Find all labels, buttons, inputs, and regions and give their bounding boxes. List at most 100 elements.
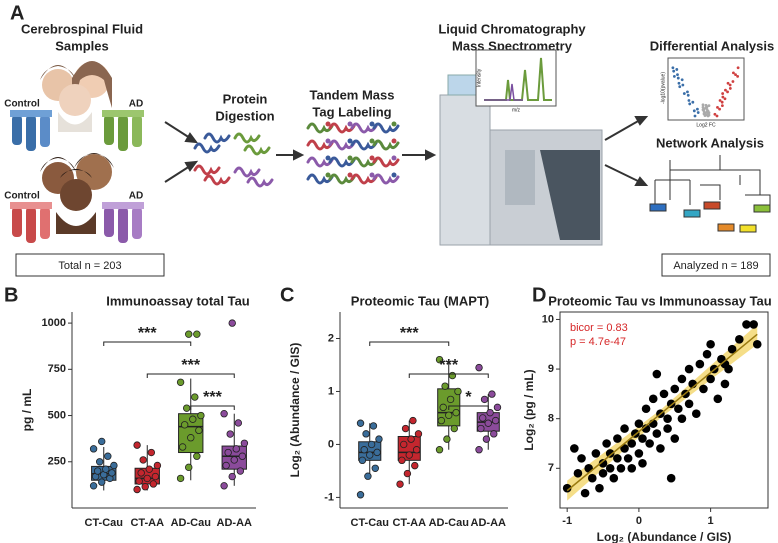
data-point	[450, 424, 458, 433]
squiggle	[306, 122, 334, 134]
volcano-dot	[688, 102, 692, 106]
data-point	[648, 394, 658, 404]
count-box	[15, 253, 165, 277]
data-point	[735, 334, 744, 344]
volcano-dot	[715, 114, 719, 118]
squiggle	[372, 156, 400, 168]
chart-title: Immunoassay total Tau	[106, 293, 250, 308]
data-point	[713, 394, 723, 404]
volcano-dot	[721, 92, 725, 95]
volcano-dot	[687, 99, 691, 102]
data-point	[562, 483, 572, 493]
tag-dot	[325, 155, 331, 161]
volcano-dot	[718, 99, 722, 102]
y-tick-label: 250	[48, 456, 66, 468]
data-point	[195, 426, 203, 435]
data-point	[605, 449, 615, 458]
data-point	[684, 399, 694, 409]
volcano-dot	[693, 114, 697, 118]
significance-label: ***	[181, 357, 200, 374]
data-point	[445, 411, 453, 419]
data-point	[193, 452, 201, 460]
data-point	[674, 404, 683, 414]
data-point	[371, 464, 379, 472]
volcano-dot	[702, 112, 706, 116]
data-point	[191, 393, 199, 401]
step-title: Tandem Mass	[309, 87, 394, 102]
x-tick-label: 0	[636, 515, 642, 527]
x-tick-label: CT-Cau	[351, 517, 390, 529]
squiggle	[372, 139, 400, 151]
data-point	[93, 467, 102, 475]
y-axis-label: Log₂ (Abundance / GIS)	[288, 343, 302, 478]
volcano-dot	[704, 106, 708, 110]
data-point	[634, 419, 644, 428]
tag-dot	[325, 138, 331, 144]
tag-dot	[347, 138, 353, 144]
significance-bracket	[146, 373, 235, 378]
data-point	[488, 390, 496, 398]
volcano-dot	[726, 90, 729, 94]
x-tick-label: CT-AA	[392, 517, 426, 529]
volcano-dot	[680, 78, 684, 82]
data-point	[139, 456, 147, 464]
squiggle	[372, 173, 400, 185]
data-point	[490, 430, 498, 438]
data-point	[409, 416, 417, 425]
y-tick-label: 500	[48, 409, 66, 421]
volcano-dot	[728, 83, 732, 87]
data-point	[95, 458, 104, 466]
panel-label: A	[10, 2, 24, 24]
x-tick-label: 1	[708, 515, 714, 527]
data-point	[145, 465, 153, 473]
data-point	[437, 416, 446, 425]
volcano-dot	[716, 105, 719, 109]
data-point	[598, 468, 608, 478]
x-tick-label: CT-AA	[130, 517, 164, 529]
annotation: bicor = 0.83	[570, 322, 628, 334]
squiggle	[203, 174, 231, 186]
data-point	[670, 384, 680, 394]
group-label: AD	[129, 99, 143, 110]
x-tick-label: AD-AA	[217, 517, 252, 529]
tag-dot	[391, 138, 397, 144]
data-point	[220, 482, 228, 490]
step-title: Digestion	[215, 108, 274, 123]
data-point	[230, 456, 238, 464]
data-point	[591, 449, 601, 458]
data-point	[609, 473, 619, 483]
data-point	[595, 483, 604, 493]
data-point	[720, 379, 730, 389]
volcano-dot	[676, 76, 680, 80]
data-point	[652, 429, 662, 438]
data-point	[240, 439, 249, 447]
data-point	[412, 446, 421, 454]
squiggle	[328, 173, 356, 185]
data-point	[176, 474, 185, 483]
squiggle	[328, 122, 356, 134]
data-point	[197, 411, 205, 420]
volcano-dot	[713, 112, 717, 116]
data-point	[228, 319, 236, 327]
squiggle	[350, 156, 378, 168]
volcano-dot	[706, 114, 710, 118]
data-point	[752, 339, 762, 349]
data-point	[405, 451, 413, 459]
data-point	[403, 469, 412, 478]
data-point	[663, 424, 672, 433]
volcano-dot	[701, 103, 705, 107]
data-point	[137, 469, 145, 477]
data-point	[659, 389, 669, 399]
data-point	[238, 452, 247, 460]
data-point	[373, 448, 381, 457]
y-tick-label: 10	[542, 313, 554, 325]
squiggle	[193, 142, 221, 154]
data-point	[358, 456, 367, 465]
data-point	[366, 451, 374, 459]
data-point	[613, 454, 622, 463]
y-tick-label: 8	[548, 413, 554, 425]
squiggle	[306, 139, 334, 151]
data-point	[414, 430, 423, 438]
axis-label: Log2 FC	[696, 122, 716, 128]
